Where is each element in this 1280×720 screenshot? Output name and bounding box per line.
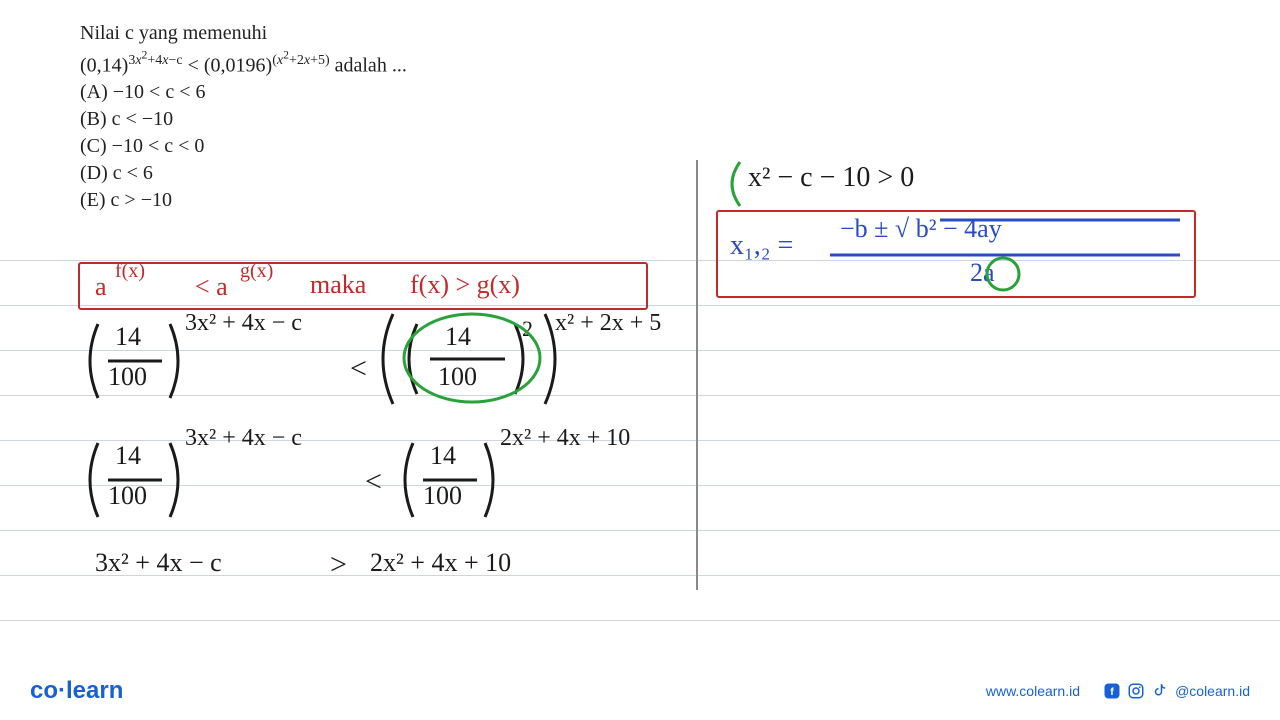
rp-top: x² − c − 10 > 0 xyxy=(748,162,914,194)
instagram-icon xyxy=(1127,682,1145,700)
svg-text:f: f xyxy=(1110,686,1114,698)
option-c: (C) −10 < c < 0 xyxy=(80,133,407,160)
green-paren-icon xyxy=(720,158,750,210)
base2: (0,0196) xyxy=(204,54,272,76)
option-a: (A) −10 < c < 6 xyxy=(80,79,407,106)
logo-part-a: co xyxy=(30,677,58,704)
paper-line xyxy=(0,620,1280,621)
rule-ineq: f(x) > g(x) xyxy=(410,270,520,300)
paren-right-2 xyxy=(395,435,505,525)
base1: (0,14) xyxy=(80,54,128,76)
exp1: 3x2+4x−c xyxy=(128,53,182,68)
footer-handle: @colearn.id xyxy=(1175,683,1250,699)
rp-quad-lhs: x₁,₂ = xyxy=(730,230,793,262)
rule-gx: g(x) xyxy=(240,260,273,283)
rule-fx: f(x) xyxy=(115,260,145,283)
rule-maka: maka xyxy=(310,270,366,300)
s3-left: 3x² + 4x − c xyxy=(95,548,222,578)
sqrt-overline xyxy=(940,214,1180,226)
logo-part-b: learn xyxy=(66,677,123,704)
option-e: (E) c > −10 xyxy=(80,187,407,214)
footer: co·learn www.colearn.id f @colearn.id xyxy=(0,676,1280,706)
s2-left-exp: 3x² + 4x − c xyxy=(185,425,302,452)
paper-line xyxy=(0,350,1280,351)
paper-line xyxy=(0,530,1280,531)
s3-right: 2x² + 4x + 10 xyxy=(370,548,511,578)
facebook-icon: f xyxy=(1103,682,1121,700)
s1-right-exp: x² + 2x + 5 xyxy=(555,310,661,337)
s1-lt: < xyxy=(350,352,367,386)
problem-line1: Nilai c yang memenuhi xyxy=(80,20,407,47)
s1-left-exp: 3x² + 4x − c xyxy=(185,310,302,337)
problem-text: Nilai c yang memenuhi (0,14)3x2+4x−c < (… xyxy=(80,20,407,214)
problem-inequality: (0,14)3x2+4x−c < (0,0196)(x2+2x+5) adala… xyxy=(80,47,407,79)
paper-line xyxy=(0,485,1280,486)
s2-lt: < xyxy=(365,465,382,499)
exp2: (x2+2x+5) xyxy=(272,53,329,68)
option-b: (B) c < −10 xyxy=(80,106,407,133)
footer-social: f @colearn.id xyxy=(1103,682,1250,700)
rule-a1: a xyxy=(95,272,107,302)
s3-gt: > xyxy=(330,548,347,582)
paren-left-1 xyxy=(80,316,190,406)
s2-right-exp: 2x² + 4x + 10 xyxy=(500,425,630,452)
rule-lt: < a xyxy=(195,272,228,302)
tiktok-icon xyxy=(1151,682,1169,700)
option-d: (D) c < 6 xyxy=(80,160,407,187)
paren-left-2 xyxy=(80,435,190,525)
vertical-divider xyxy=(696,160,698,590)
footer-website: www.colearn.id xyxy=(986,683,1080,699)
logo-dot: · xyxy=(58,677,66,704)
green-circle-a-icon xyxy=(985,256,1021,292)
paper-line xyxy=(0,395,1280,396)
brand-logo: co·learn xyxy=(30,677,123,705)
green-circle-1-icon xyxy=(395,310,550,406)
